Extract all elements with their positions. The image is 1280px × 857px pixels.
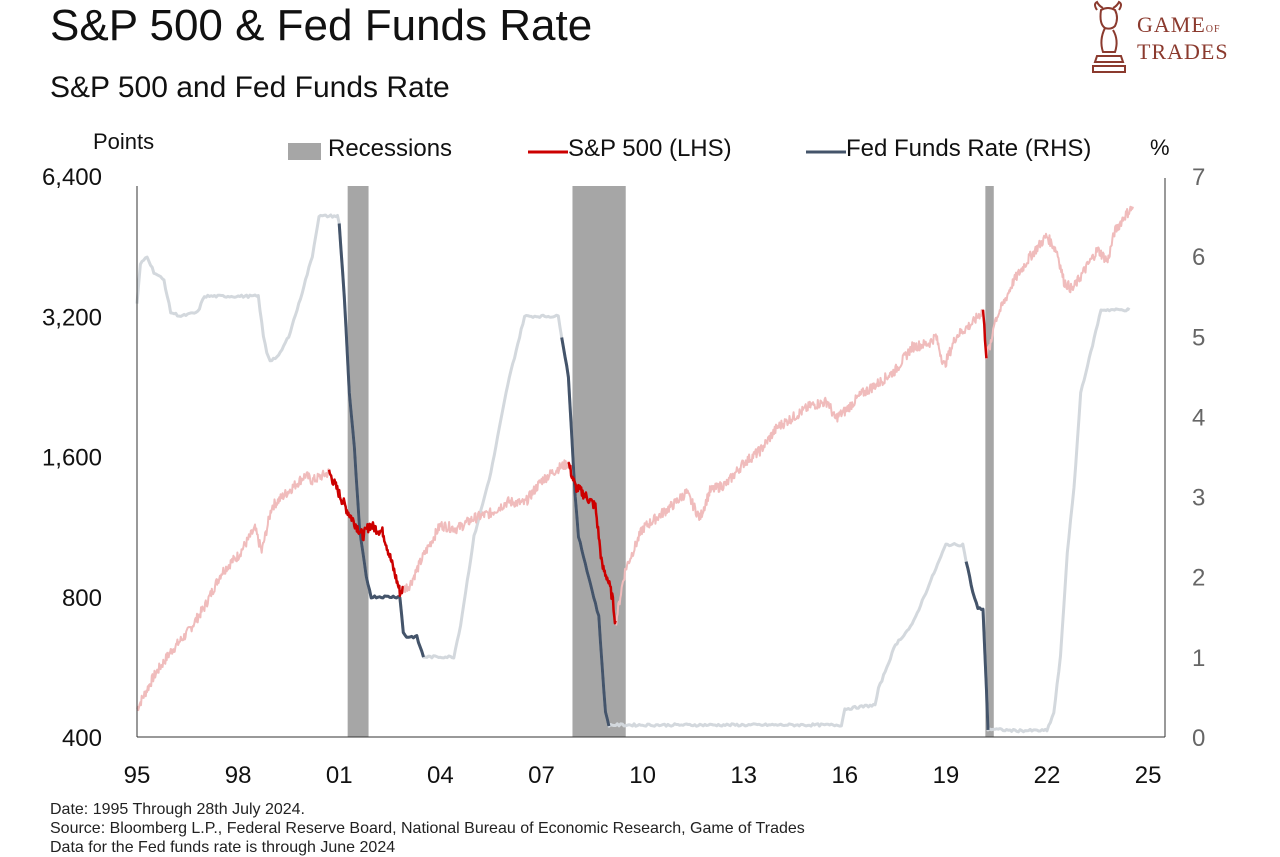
- brand-logo: GAMEOF TRADES: [1085, 0, 1245, 78]
- recession-bands: [347, 186, 994, 737]
- legend: Recessions S&P 500 (LHS) Fed Funds Rate (R…: [288, 135, 1091, 162]
- sp500-line-highlight-2: [567, 461, 617, 625]
- logo-line1-small: OF: [1205, 24, 1221, 35]
- x-tick-label: 04: [427, 762, 454, 789]
- x-tick-label: 98: [225, 762, 252, 789]
- y-right-tick-label: 1: [1192, 645, 1205, 672]
- y-right-tick-label: 7: [1192, 164, 1205, 191]
- fed-funds-line-highlight-3: [964, 561, 990, 730]
- x-tick-label: 16: [831, 762, 858, 789]
- x-tick-label: 13: [730, 762, 757, 789]
- logo-line1: GAME: [1137, 12, 1206, 37]
- y-left-tick-label: 800: [62, 585, 102, 612]
- logo-text: GAMEOF TRADES: [1137, 14, 1229, 63]
- sp500-line-highlight-3: [981, 309, 988, 359]
- recession-band-1: [347, 186, 369, 737]
- x-tick-label: 22: [1034, 762, 1061, 789]
- sp500-line-faded: [136, 205, 1134, 712]
- x-tick-label: 01: [326, 762, 353, 789]
- legend-recessions-label: Recessions: [328, 135, 452, 162]
- footnote-date: Date: 1995 Through 28th July 2024.: [50, 801, 305, 818]
- y-left-tick-label: 1,600: [42, 445, 102, 472]
- y-left-tick-label: 400: [62, 725, 102, 752]
- footnote-fed-note: Data for the Fed funds rate is through J…: [50, 839, 396, 856]
- x-tick-label: 19: [933, 762, 960, 789]
- logo-line2: TRADES: [1137, 39, 1229, 64]
- chart-area: 95 98 01 04 07 10 13 16 19 22 254008001,6003,2006,…: [42, 129, 1205, 789]
- bull-knight-icon: [1092, 0, 1126, 73]
- legend-recessions-swatch: [288, 143, 321, 160]
- chart-footnote: Date: 1995 Through 28th July 2024. Sourc…: [50, 800, 805, 857]
- legend-fed-label: Fed Funds Rate (RHS): [846, 135, 1091, 162]
- y-right-tick-label: 5: [1192, 324, 1205, 351]
- x-tick-label: 10: [629, 762, 656, 789]
- fed-funds-line-highlight-2: [560, 337, 611, 727]
- recession-highlighted-series: [327, 223, 990, 730]
- y-right-tick-label: 0: [1192, 725, 1205, 752]
- x-tick-label: 25: [1135, 762, 1162, 789]
- axes: 95 98 01 04 07 10 13 16 19 22 254008001,6003,2006,…: [42, 129, 1205, 789]
- y-right-tick-label: 6: [1192, 244, 1205, 271]
- y-right-tick-label: 3: [1192, 485, 1205, 512]
- faded-series: [135, 205, 1134, 734]
- sp500-line-highlight-1: [327, 469, 404, 598]
- legend-sp500-label: S&P 500 (LHS): [568, 135, 732, 162]
- y-right-tick-label: 4: [1192, 404, 1205, 431]
- page-subtitle: S&P 500 and Fed Funds Rate: [50, 71, 450, 104]
- y-left-tick-label: 3,200: [42, 304, 102, 331]
- y-left-tick-label: 6,400: [42, 164, 102, 191]
- y-right-axis-label: %: [1150, 135, 1170, 160]
- fed-funds-line-faded: [135, 213, 1131, 734]
- x-tick-label: 07: [528, 762, 555, 789]
- x-tick-label: 95: [124, 762, 151, 789]
- y-left-axis-label: Points: [93, 129, 154, 154]
- footnote-source: Source: Bloomberg L.P., Federal Reserve …: [50, 820, 805, 837]
- page-title: S&P 500 & Fed Funds Rate: [50, 1, 593, 50]
- y-right-tick-label: 2: [1192, 565, 1205, 592]
- fed-funds-line-highlight-1: [337, 223, 425, 658]
- recession-band-2: [572, 186, 626, 737]
- recession-band-3: [985, 186, 994, 737]
